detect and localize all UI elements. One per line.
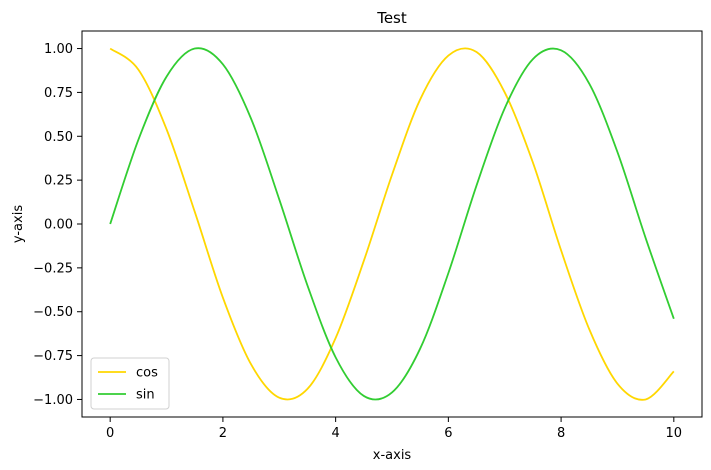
- series-lines: [109, 47, 675, 401]
- y-tick-label: 1.00: [44, 42, 73, 57]
- x-tick-label: 6: [444, 426, 452, 441]
- legend-label-cos: cos: [136, 366, 158, 381]
- chart-title: Test: [376, 9, 407, 27]
- legend-box: [90, 357, 170, 410]
- plot-frame: [81, 30, 703, 418]
- y-axis-label: y-axis: [11, 205, 26, 243]
- y-tick-label: 0.00: [44, 218, 73, 233]
- series-line-sin: [109, 47, 675, 401]
- y-tick-label: 0.75: [44, 86, 73, 101]
- x-tick-label: 10: [666, 426, 683, 441]
- x-tick-label: 0: [106, 426, 114, 441]
- y-tick-label: 0.50: [44, 130, 73, 145]
- x-tick-label: 8: [557, 426, 565, 441]
- legend-label-sin: sin: [136, 388, 155, 403]
- y-tick-label: −0.50: [33, 305, 73, 320]
- legend: cos sin: [90, 357, 170, 410]
- x-axis-label: x-axis: [373, 448, 412, 463]
- y-axis-ticks: 1.00 0.75 0.50 0.25 0.00 −0.25 −0.50 −0.75 −1.00: [33, 42, 82, 408]
- series-line-cos: [109, 47, 675, 401]
- x-tick-label: 4: [331, 426, 339, 441]
- y-tick-label: −0.75: [33, 349, 73, 364]
- y-tick-label: −1.00: [33, 393, 73, 408]
- plot-area-border: [81, 30, 703, 418]
- x-tick-label: 2: [219, 426, 227, 441]
- x-axis-ticks: 0 2 4 6 8 10: [106, 417, 682, 441]
- y-tick-label: −0.25: [33, 261, 73, 276]
- y-tick-label: 0.25: [44, 174, 73, 189]
